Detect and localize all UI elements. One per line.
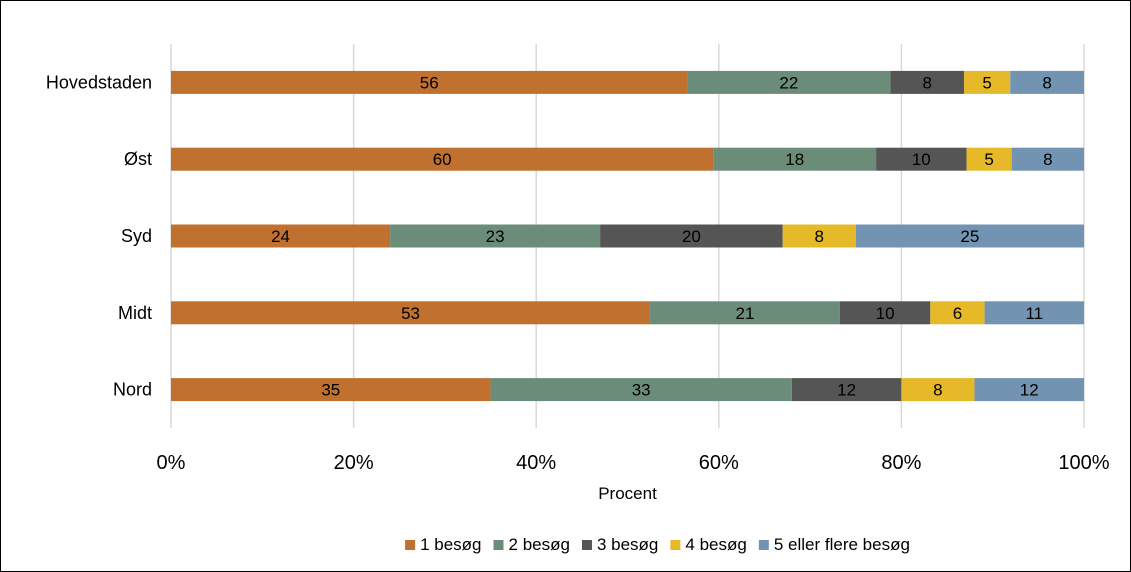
x-tick-label: 0%	[157, 452, 186, 474]
category-label: Hovedstaden	[46, 72, 152, 92]
category-label: Øst	[124, 149, 152, 169]
legend-item: 3 besøg	[581, 535, 658, 554]
data-label: 53	[401, 304, 420, 323]
legend-swatch	[405, 540, 416, 550]
legend-item: 1 besøg	[405, 535, 482, 554]
legend-label: 5 eller flere besøg	[774, 535, 910, 554]
bar-segment	[600, 224, 783, 248]
bars: 56 22 8 5 8 60 18 10 5 8 24 23 20 8 25 53 21 10 6 11 35 33 12 8…	[171, 70, 1084, 402]
x-tick-label: 60%	[699, 452, 739, 474]
legend: 1 besøg 2 besøg 3 besøg 4 besøg 5 eller fler…	[405, 535, 910, 554]
x-tick-label: 20%	[334, 452, 374, 474]
bar-segment	[171, 378, 491, 402]
bar-segment	[966, 147, 1012, 171]
category-label: Syd	[121, 226, 152, 246]
data-label: 12	[1020, 381, 1039, 400]
x-axis-title: Procent	[598, 484, 657, 503]
bar-segment	[390, 224, 601, 248]
legend-label: 2 besøg	[509, 535, 570, 554]
legend-swatch	[758, 540, 769, 550]
x-tick-label: 40%	[516, 452, 556, 474]
bar-segment	[839, 301, 931, 325]
data-label: 8	[922, 73, 931, 92]
legend-swatch	[581, 540, 592, 550]
bar-segment	[930, 301, 985, 325]
data-label: 24	[271, 227, 290, 246]
bar-segment	[876, 147, 967, 171]
bar-segment	[782, 224, 856, 248]
x-tick-label: 80%	[881, 452, 921, 474]
bar-segment	[171, 224, 391, 248]
bar-segment	[964, 70, 1011, 94]
data-label: 5	[982, 73, 991, 92]
bar-segment	[974, 378, 1084, 402]
data-label: 56	[420, 73, 439, 92]
bar-segment	[687, 70, 891, 94]
category-label: Midt	[118, 303, 152, 323]
legend-swatch	[493, 540, 504, 550]
data-label: 25	[960, 227, 979, 246]
legend-swatch	[670, 540, 681, 550]
data-label: 8	[1043, 150, 1052, 169]
data-label: 22	[779, 73, 798, 92]
data-label: 8	[1042, 73, 1051, 92]
bar-segment	[171, 147, 714, 171]
data-label: 8	[933, 381, 942, 400]
legend-item: 4 besøg	[670, 535, 747, 554]
category-label: Nord	[113, 380, 152, 400]
x-tick-label: 100%	[1058, 452, 1109, 474]
category-labels: Hovedstaden Øst Syd Midt Nord	[46, 72, 152, 399]
data-label: 18	[785, 150, 804, 169]
bar-segment	[855, 224, 1084, 248]
bar-segment	[890, 70, 965, 94]
bar-segment	[1010, 70, 1084, 94]
legend-item: 5 eller flere besøg	[758, 535, 910, 554]
data-label: 23	[486, 227, 505, 246]
data-label: 12	[837, 381, 856, 400]
bar-segment	[984, 301, 1084, 325]
data-label: 33	[632, 381, 651, 400]
data-label: 21	[736, 304, 755, 323]
data-label: 5	[984, 150, 993, 169]
bar-segment	[901, 378, 975, 402]
bar-segment	[490, 378, 792, 402]
data-label: 8	[814, 227, 823, 246]
data-label: 6	[953, 304, 962, 323]
data-label: 20	[682, 227, 701, 246]
data-label: 11	[1025, 304, 1043, 323]
bar-segment	[171, 301, 651, 325]
bar-segment	[650, 301, 840, 325]
bar-segment	[791, 378, 902, 402]
data-label: 35	[321, 381, 340, 400]
legend-label: 4 besøg	[685, 535, 746, 554]
data-label: 60	[433, 150, 452, 169]
legend-label: 3 besøg	[597, 535, 658, 554]
legend-item: 2 besøg	[493, 535, 570, 554]
x-tick-labels: 0% 20% 40% 60% 80% 100%	[157, 452, 1110, 474]
bar-segment	[171, 70, 688, 94]
bar-segment	[713, 147, 877, 171]
data-label: 10	[876, 304, 895, 323]
data-label: 10	[912, 150, 931, 169]
legend-label: 1 besøg	[420, 535, 481, 554]
bar-segment	[1011, 147, 1084, 171]
